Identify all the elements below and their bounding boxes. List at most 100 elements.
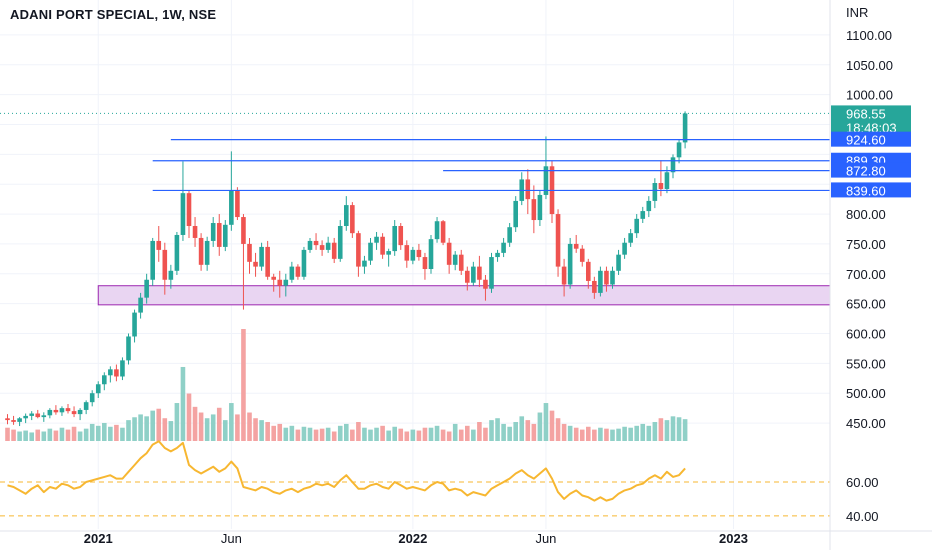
volume-bar xyxy=(313,429,319,441)
candle-body xyxy=(598,270,603,293)
volume-bar xyxy=(543,403,549,441)
volume-bar xyxy=(555,418,561,441)
level-price-label: 839.60 xyxy=(846,183,886,198)
rsi-axis-tick-label: 60.00 xyxy=(846,475,879,490)
candle-body xyxy=(11,420,16,422)
candle-body xyxy=(229,190,234,225)
volume-bar xyxy=(477,422,482,441)
y-axis-tick-label: 1100.00 xyxy=(846,28,892,43)
candle-body xyxy=(162,249,168,280)
y-axis-tick-label: 800.00 xyxy=(846,207,886,222)
volume-bar xyxy=(23,430,28,441)
candle-body xyxy=(561,266,567,285)
candle-body xyxy=(132,312,137,337)
candle-body xyxy=(307,240,313,250)
volume-bar xyxy=(17,431,22,441)
volume-bar xyxy=(362,427,367,441)
candle-body xyxy=(259,246,264,267)
volume-bar xyxy=(519,416,525,441)
candle-body xyxy=(174,234,180,271)
candle-body xyxy=(247,243,252,262)
candle-body xyxy=(301,249,307,277)
candle-body xyxy=(458,254,464,271)
volume-bar xyxy=(392,426,397,441)
candle-body xyxy=(53,409,59,413)
candle-body xyxy=(144,279,149,298)
candle-body xyxy=(89,393,95,403)
volume-bar xyxy=(567,425,573,441)
volume-bar xyxy=(253,418,258,441)
y-axis-tick-label: 450.00 xyxy=(846,416,886,431)
candle-body xyxy=(325,242,331,250)
volume-bar xyxy=(337,425,343,441)
candle-body xyxy=(47,409,53,416)
volume-bar xyxy=(579,429,585,441)
candle-body xyxy=(398,226,404,246)
volume-bar xyxy=(616,428,621,441)
volume-bar xyxy=(501,423,506,441)
volume-bar xyxy=(71,426,77,441)
level-price-label: 872.80 xyxy=(846,164,886,179)
candle-body xyxy=(477,266,482,280)
volume-bar xyxy=(35,429,41,441)
y-axis-tick-label: 650.00 xyxy=(846,297,886,312)
candle-body xyxy=(210,223,216,241)
candle-body xyxy=(440,221,446,243)
rsi-layer xyxy=(0,440,830,517)
volume-bar xyxy=(265,422,270,441)
volume-bar xyxy=(174,403,180,441)
candle-body xyxy=(446,242,452,265)
candle-body xyxy=(525,179,531,200)
volume-bar xyxy=(150,410,155,441)
volume-bar xyxy=(380,425,385,441)
candle-body xyxy=(186,193,192,227)
candle-body xyxy=(471,266,476,283)
volume-bar xyxy=(138,414,143,441)
volume-bar xyxy=(446,431,452,441)
candle-body xyxy=(416,249,422,258)
candle-body xyxy=(634,218,639,234)
candle-body xyxy=(223,224,228,247)
level-lines-layer xyxy=(0,112,830,192)
candle-body xyxy=(465,270,470,283)
y-axis-tick-label: 500.00 xyxy=(846,386,886,401)
volume-bar xyxy=(180,366,186,441)
volume-bar xyxy=(65,429,71,441)
level-price-box xyxy=(831,131,911,147)
volume-bar xyxy=(271,425,276,441)
volume-bar xyxy=(368,429,373,441)
candle-body xyxy=(283,279,289,286)
volume-bar xyxy=(229,403,234,441)
volume-bar xyxy=(53,430,59,441)
candle-body xyxy=(483,279,488,289)
volume-bar xyxy=(416,430,422,441)
volume-bar xyxy=(640,423,646,441)
volume-bar xyxy=(356,422,361,441)
candle-body xyxy=(428,239,434,270)
candle-body xyxy=(573,243,579,249)
volume-layer xyxy=(5,329,688,441)
candle-body xyxy=(422,257,428,270)
candle-body xyxy=(168,270,174,280)
candle-body xyxy=(277,279,283,286)
candle-body xyxy=(192,226,198,238)
candle-body xyxy=(253,261,258,267)
volume-bar xyxy=(11,429,16,441)
volume-bar xyxy=(168,421,174,441)
candle-body xyxy=(386,251,391,255)
candle-body xyxy=(198,237,204,265)
volume-bar xyxy=(204,418,210,441)
volume-bar xyxy=(440,429,446,441)
candle-body xyxy=(622,242,627,255)
volume-bar xyxy=(307,427,313,441)
volume-bar xyxy=(102,422,107,441)
volume-bar xyxy=(525,420,531,441)
candle-body xyxy=(77,409,83,415)
volume-bar xyxy=(156,408,162,441)
volume-bar xyxy=(495,418,500,441)
candle-body xyxy=(319,245,325,250)
candle-body xyxy=(434,221,440,240)
level-price-box xyxy=(831,182,911,198)
candle-body xyxy=(150,240,155,280)
